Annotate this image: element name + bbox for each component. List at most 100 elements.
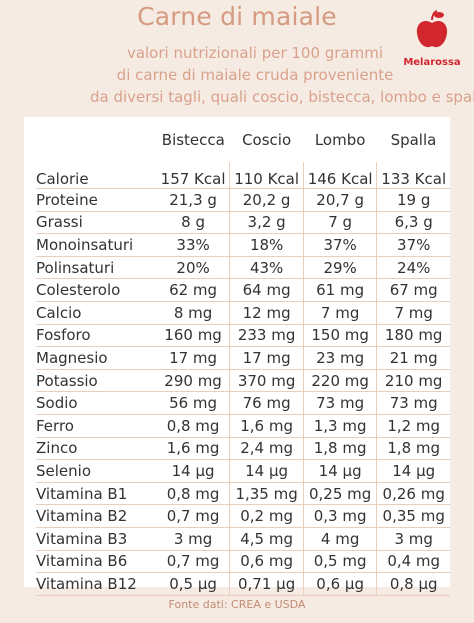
- nutrient-value: 3,2 g: [229, 211, 304, 235]
- brand-logo: Melarossa: [400, 10, 464, 78]
- nutrient-value: 3 mg: [156, 527, 230, 551]
- table-row: Fosforo 160 mg 233 mg 150 mg 180 mg: [36, 324, 450, 348]
- nutrient-value: 150 mg: [302, 324, 377, 348]
- nutrient-label: Calcio: [36, 301, 157, 325]
- nutrient-value: 1,3 mg: [302, 414, 377, 438]
- nutrient-value: 1,8 mg: [376, 437, 450, 461]
- table-row: Selenio 14 µg 14 µg 14 µg 14 µg: [36, 459, 450, 483]
- table-row: Sodio 56 mg 76 mg 73 mg 73 mg: [36, 391, 450, 415]
- data-source: Fonte dati: CREA e USDA: [168, 598, 306, 611]
- table-row: Monoinsaturi 33% 18% 37% 37%: [36, 233, 450, 257]
- nutrient-label: Polinsaturi: [36, 256, 157, 280]
- nutrient-label: Monoinsaturi: [36, 233, 157, 257]
- nutrient-value: 2,4 mg: [229, 437, 304, 461]
- nutrient-value: 7 g: [302, 211, 377, 235]
- nutrient-value: 73 mg: [302, 391, 377, 415]
- nutrient-value: 210 mg: [376, 369, 450, 393]
- table-row: Vitamina B6 0,7 mg 0,6 mg 0,5 mg 0,4 mg: [36, 550, 450, 574]
- nutrient-label: Vitamina B2: [36, 504, 157, 528]
- table-row: Magnesio 17 mg 17 mg 23 mg 21 mg: [36, 346, 450, 370]
- nutrient-value: 1,6 mg: [156, 437, 230, 461]
- nutrient-value: 14 µg: [156, 459, 230, 483]
- table-row: Potassio 290 mg 370 mg 220 mg 210 mg: [36, 369, 450, 393]
- nutrient-value: 0,2 mg: [229, 504, 304, 528]
- nutrient-value: 17 mg: [229, 346, 304, 370]
- nutrition-table-card: Bistecca Coscio Lombo Spalla Calorie 157 …: [24, 117, 450, 596]
- table-row: Vitamina B2 0,7 mg 0,2 mg 0,3 mg 0,35 mg: [36, 504, 450, 528]
- nutrient-value: 133 Kcal: [376, 162, 450, 189]
- nutrient-value: 18%: [229, 233, 304, 257]
- nutrient-value: 4,5 mg: [229, 527, 304, 551]
- subtitle-line: valori nutrizionali per 100 grammi: [126, 44, 384, 62]
- nutrient-value: 20%: [156, 256, 230, 280]
- nutrient-value: 20,2 g: [229, 188, 304, 212]
- nutrient-value: 0,8 mg: [156, 482, 230, 506]
- nutrient-value: 73 mg: [376, 391, 450, 415]
- nutrient-value: 14 µg: [302, 459, 377, 483]
- nutrient-value: 0,26 mg: [376, 482, 450, 506]
- nutrient-value: 157 Kcal: [156, 162, 230, 189]
- nutrient-value: 1,35 mg: [229, 482, 304, 506]
- nutrient-value: 0,5 mg: [302, 550, 377, 574]
- nutrient-value: 67 mg: [376, 278, 450, 302]
- subtitle-line: da diversi tagli, quali coscio, bistecca…: [90, 88, 474, 106]
- nutrient-label: Vitamina B12: [36, 572, 157, 596]
- table-row: Vitamina B12 0,5 µg 0,71 µg 0,6 µg 0,8 µg: [36, 572, 450, 596]
- column-header-coscio: Coscio: [242, 130, 292, 149]
- nutrient-value: 76 mg: [229, 391, 304, 415]
- nutrient-value: 220 mg: [302, 369, 377, 393]
- nutrient-value: 0,8 µg: [376, 572, 450, 596]
- nutrient-value: 3 mg: [376, 527, 450, 551]
- table-row: Zinco 1,6 mg 2,4 mg 1,8 mg 1,8 mg: [36, 437, 450, 461]
- nutrient-value: 4 mg: [302, 527, 377, 551]
- nutrient-label: Proteine: [36, 188, 157, 212]
- nutrient-value: 17 mg: [156, 346, 230, 370]
- nutrient-value: 0,71 µg: [229, 572, 304, 596]
- nutrient-label: Magnesio: [36, 346, 157, 370]
- nutrient-label: Vitamina B3: [36, 527, 157, 551]
- nutrient-value: 0,5 µg: [156, 572, 230, 596]
- nutrient-value: 20,7 g: [302, 188, 377, 212]
- table-row: Proteine 21,3 g 20,2 g 20,7 g 19 g: [36, 188, 450, 212]
- table-header-empty: [36, 117, 157, 162]
- table-row: Colesterolo 62 mg 64 mg 61 mg 67 mg: [36, 278, 450, 302]
- nutrient-value: 21 mg: [376, 346, 450, 370]
- table-header-row: Bistecca Coscio Lombo Spalla: [36, 117, 450, 162]
- nutrition-table: Bistecca Coscio Lombo Spalla Calorie 157 …: [36, 117, 450, 596]
- nutrient-value: 1,8 mg: [302, 437, 377, 461]
- nutrient-value: 0,6 µg: [302, 572, 377, 596]
- table-body: Calorie 157 Kcal 110 Kcal 146 Kcal 133 Kcal P…: [36, 162, 450, 596]
- nutrient-label: Zinco: [36, 437, 157, 461]
- column-header-lombo: Lombo: [314, 130, 366, 149]
- table-row: Vitamina B1 0,8 mg 1,35 mg 0,25 mg 0,26 mg: [36, 482, 450, 506]
- table-row: Vitamina B3 3 mg 4,5 mg 4 mg 3 mg: [36, 527, 450, 551]
- nutrient-value: 1,6 mg: [229, 414, 304, 438]
- apple-icon: [416, 10, 448, 48]
- nutrient-value: 8 mg: [156, 301, 230, 325]
- column-header-bistecca: Bistecca: [161, 130, 225, 149]
- nutrient-value: 0,35 mg: [376, 504, 450, 528]
- table-row: Ferro 0,8 mg 1,6 mg 1,3 mg 1,2 mg: [36, 414, 450, 438]
- nutrient-value: 7 mg: [302, 301, 377, 325]
- brand-name: Melarossa: [403, 57, 461, 68]
- nutrient-label: Grassi: [36, 211, 157, 235]
- nutrient-value: 160 mg: [156, 324, 230, 348]
- nutrient-value: 6,3 g: [376, 211, 450, 235]
- nutrient-value: 0,4 mg: [376, 550, 450, 574]
- nutrient-label: Vitamina B1: [36, 482, 157, 506]
- nutrient-value: 14 µg: [376, 459, 450, 483]
- nutrient-value: 23 mg: [302, 346, 377, 370]
- nutrient-value: 56 mg: [156, 391, 230, 415]
- nutrient-value: 62 mg: [156, 278, 230, 302]
- nutrient-value: 0,8 mg: [156, 414, 230, 438]
- nutrient-value: 0,7 mg: [156, 550, 230, 574]
- nutrient-label: Selenio: [36, 459, 157, 483]
- nutrient-value: 290 mg: [156, 369, 230, 393]
- nutrient-value: 370 mg: [229, 369, 304, 393]
- nutrient-label: Fosforo: [36, 324, 157, 348]
- nutrient-value: 146 Kcal: [302, 162, 377, 189]
- nutrient-value: 37%: [302, 233, 377, 257]
- subtitle: valori nutrizionali per 100 grammi di ca…: [90, 42, 474, 108]
- nutrient-label: Vitamina B6: [36, 550, 157, 574]
- nutrient-value: 24%: [376, 256, 450, 280]
